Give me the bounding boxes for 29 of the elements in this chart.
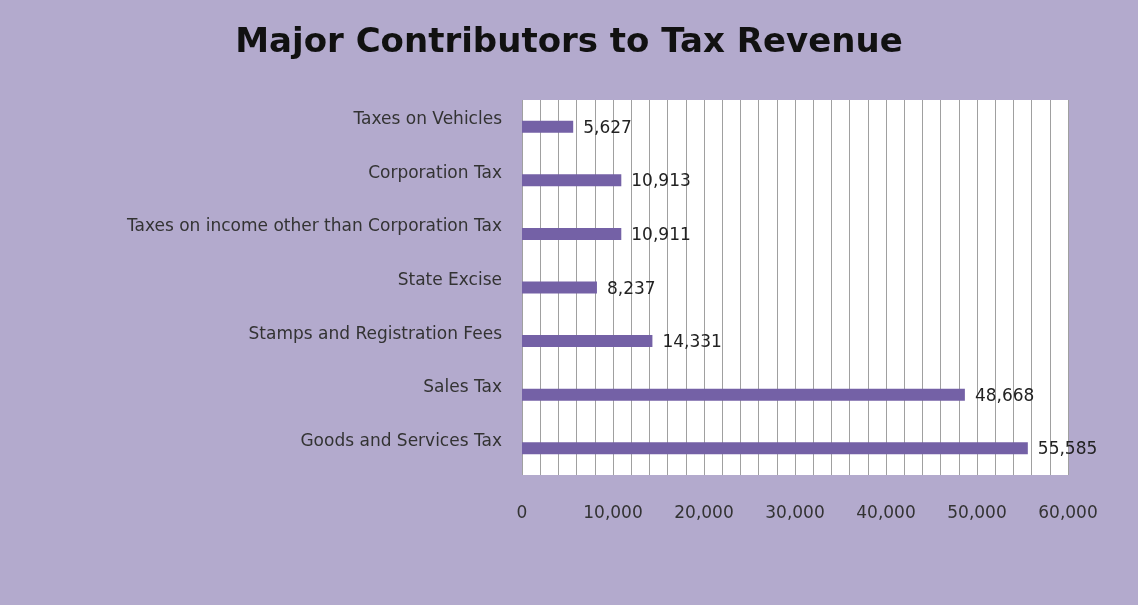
bar	[522, 174, 622, 187]
chart-title: Major Contributors to Tax Revenue	[235, 20, 903, 60]
x-tick-label: 30,000	[765, 501, 825, 522]
x-tick-label: 50,000	[947, 501, 1007, 522]
x-tick-label: 20,000	[674, 501, 734, 522]
x-tick-label: 0	[516, 501, 528, 522]
y-tick-label: Goods and Services Tax	[300, 429, 502, 450]
y-tick-label: Taxes on Vehicles	[352, 108, 503, 129]
y-tick-label: State Excise	[397, 269, 502, 289]
data-label: 14,331	[662, 331, 722, 352]
data-label: 8,237	[606, 277, 656, 298]
x-tick-label: 10,000	[583, 501, 643, 522]
x-tick-label: 60,000	[1038, 501, 1098, 522]
y-tick-label: Corporation Tax	[368, 161, 502, 182]
data-label: 55,585	[1037, 438, 1098, 459]
data-label: 10,913	[631, 170, 691, 191]
data-label: 48,668	[974, 384, 1035, 405]
bar	[522, 388, 965, 401]
data-label: 10,911	[631, 223, 691, 244]
bar	[522, 442, 1028, 455]
y-tick-label: Stamps and Registration Fees	[248, 322, 503, 343]
bar	[522, 227, 622, 240]
data-label: 5,627	[583, 116, 632, 137]
x-tick-label: 40,000	[856, 501, 916, 522]
bar	[522, 281, 597, 294]
y-tick-label: Taxes on income other than Corporation Tax	[125, 215, 502, 236]
bar	[522, 120, 574, 133]
y-tick-label: Sales Tax	[423, 376, 502, 397]
bar	[522, 335, 653, 348]
